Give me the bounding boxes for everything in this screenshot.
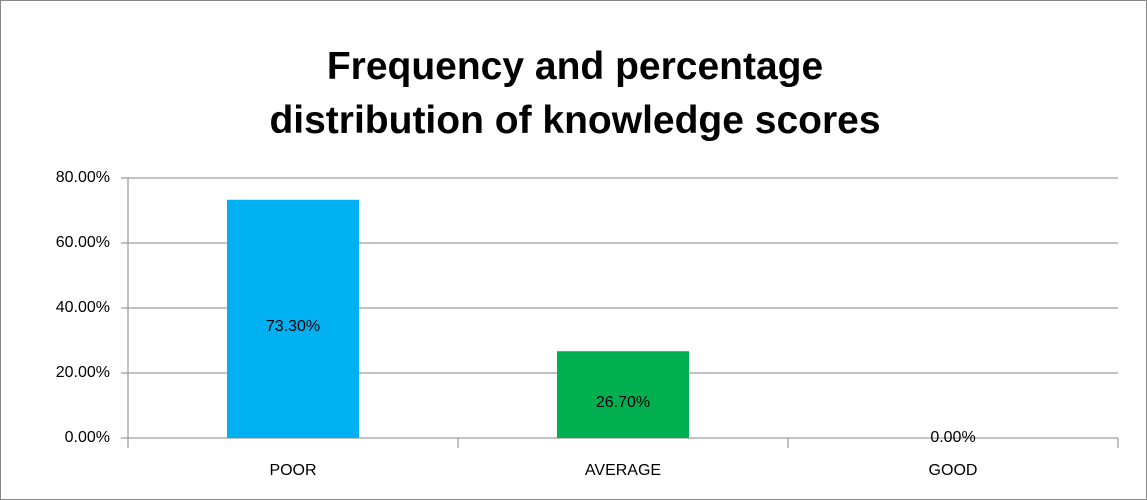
data-label: 0.00% <box>930 429 975 446</box>
data-label: 26.70% <box>596 394 650 411</box>
data-label: 73.30% <box>266 318 320 335</box>
bar <box>557 351 689 438</box>
y-tick-label: 20.00% <box>56 364 110 381</box>
chart-title: Frequency and percentage distribution of… <box>269 45 881 142</box>
bar <box>227 199 359 438</box>
x-tick-label: POOR <box>269 462 316 479</box>
y-tick-label: 60.00% <box>56 234 110 251</box>
y-tick-label: 80.00% <box>56 169 110 186</box>
x-tick-label: GOOD <box>929 462 978 479</box>
x-tick-label: AVERAGE <box>585 462 661 479</box>
y-tick-label: 40.00% <box>56 299 110 316</box>
y-tick-label: 0.00% <box>65 429 110 446</box>
